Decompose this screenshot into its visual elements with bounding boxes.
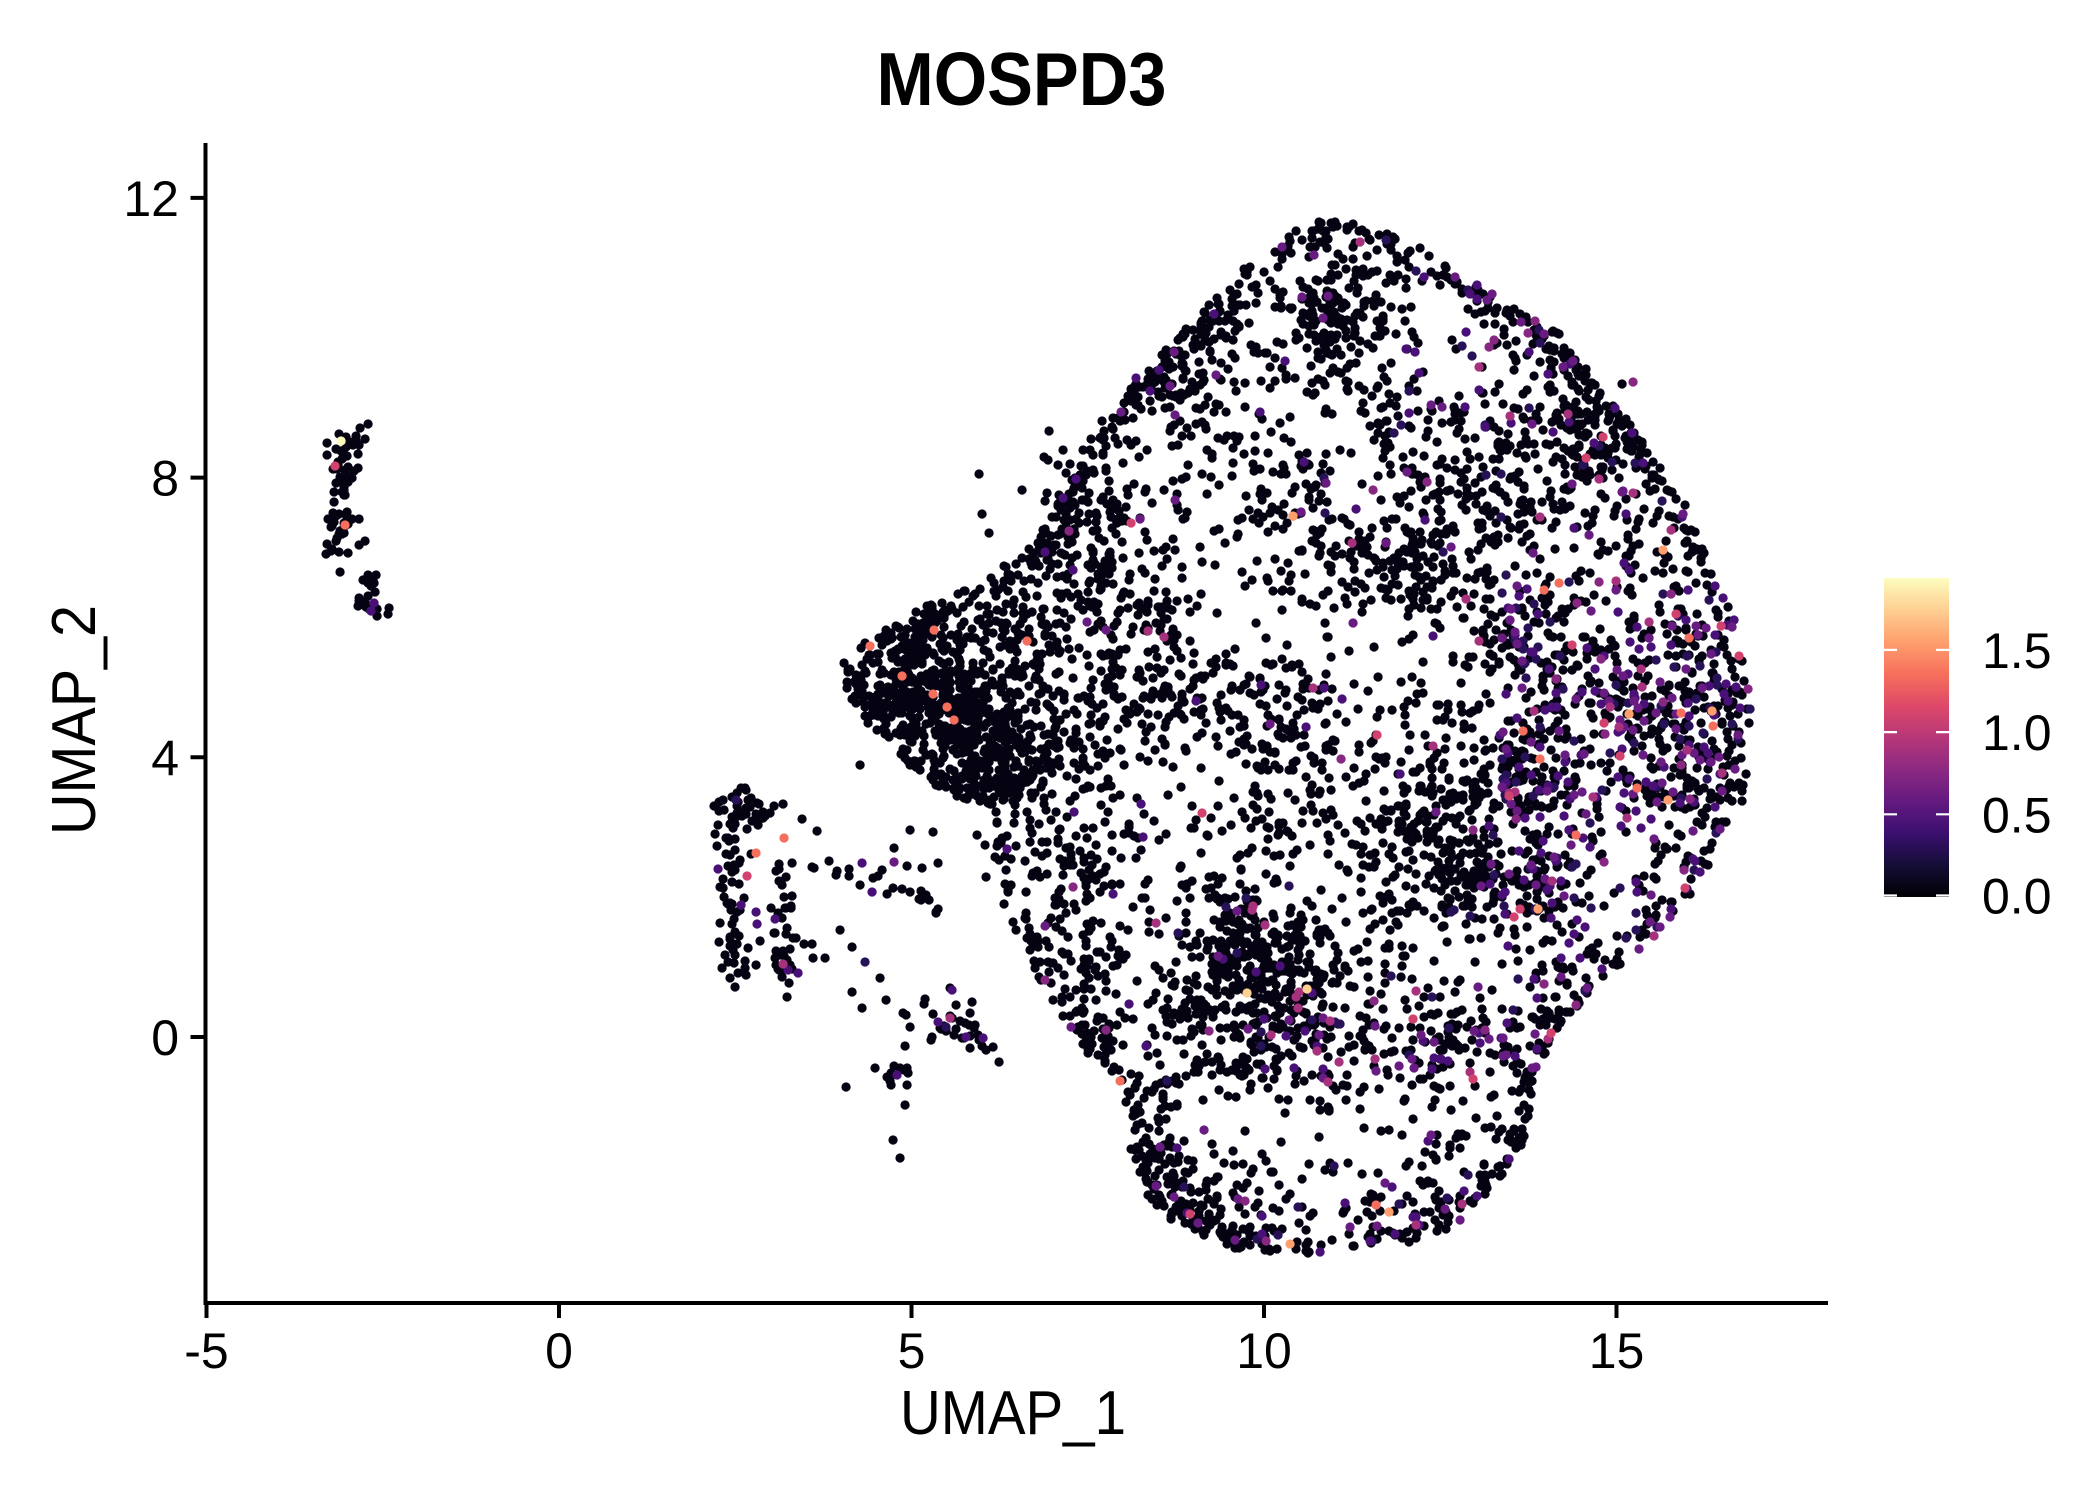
svg-text:UMAP_2: UMAP_2 [40, 605, 109, 835]
svg-text:1.5: 1.5 [1982, 623, 2052, 679]
svg-text:10: 10 [1236, 1323, 1292, 1379]
svg-text:15: 15 [1589, 1323, 1645, 1379]
svg-text:-5: -5 [184, 1323, 228, 1379]
svg-text:0: 0 [545, 1323, 573, 1379]
svg-text:0.5: 0.5 [1982, 787, 2052, 843]
svg-text:4: 4 [151, 730, 179, 786]
svg-text:0: 0 [151, 1010, 179, 1066]
svg-text:1.0: 1.0 [1982, 705, 2052, 761]
svg-text:8: 8 [151, 451, 179, 507]
svg-text:0.0: 0.0 [1982, 869, 2052, 925]
svg-text:12: 12 [123, 171, 179, 227]
svg-text:UMAP_1: UMAP_1 [900, 1379, 1126, 1448]
svg-text:5: 5 [898, 1323, 926, 1379]
svg-text:MOSPD3: MOSPD3 [877, 37, 1167, 121]
